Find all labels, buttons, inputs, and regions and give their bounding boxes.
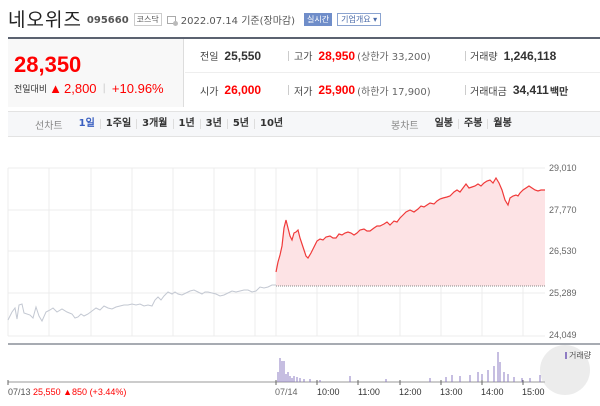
line-chart-label: 선차트 bbox=[35, 120, 63, 132]
info-row: 전일 25,550 고가 28,950 (상한가 33,200) 거래량 1,2… bbox=[185, 39, 600, 73]
candle-chart-group: 봉차트 일봉 주봉 월봉 bbox=[391, 117, 517, 132]
period-1y[interactable]: 1년 bbox=[172, 119, 200, 129]
period-bar: 선차트 1일 1주일 3개월 1년 3년 5년 10년 봉차트 일봉 주봉 월봉 bbox=[8, 111, 600, 137]
change-percent: +10.96% bbox=[111, 81, 164, 96]
up-arrow-icon: ▲ bbox=[49, 81, 62, 96]
volume-legend: 거래량 bbox=[565, 350, 591, 361]
x-tick: 07/14 bbox=[275, 387, 298, 397]
price-box: 28,350 전일대비 ▲ 2,800 | +10.96% bbox=[8, 39, 184, 107]
open-price: 시가 26,000 bbox=[200, 83, 262, 98]
volume-swatch-icon bbox=[565, 352, 567, 359]
prev-close: 전일 25,550 bbox=[200, 48, 262, 64]
x-tick: 14:00 bbox=[481, 387, 504, 397]
candle-weekly[interactable]: 주봉 bbox=[458, 119, 487, 129]
divider bbox=[465, 85, 466, 95]
price-chart[interactable] bbox=[0, 140, 600, 406]
change-row: 전일대비 ▲ 2,800 | +10.96% bbox=[14, 81, 164, 96]
divider bbox=[465, 50, 466, 61]
low-price: 저가 25,900 (하한가 17,900) bbox=[294, 83, 431, 98]
realtime-button[interactable]: 실시간 bbox=[304, 13, 333, 26]
calendar-clock-icon bbox=[166, 16, 178, 26]
current-price: 28,350 bbox=[14, 52, 82, 77]
company-info-dropdown[interactable]: 기업개요 ▾ bbox=[337, 13, 382, 26]
info-grid: 전일 25,550 고가 28,950 (상한가 33,200) 거래량 1,2… bbox=[185, 39, 600, 107]
period-3y[interactable]: 3년 bbox=[199, 119, 227, 129]
candle-chart-label: 봉차트 bbox=[391, 120, 419, 132]
x-tick: 11:00 bbox=[358, 387, 380, 397]
x-tick: 13:00 bbox=[440, 387, 463, 397]
x-tick: 10:00 bbox=[317, 387, 340, 397]
stock-name: 네오위즈 bbox=[8, 8, 82, 31]
up-arrow-icon: ▲ bbox=[63, 387, 73, 397]
y-tick: 29,010 bbox=[549, 163, 577, 173]
divider bbox=[288, 50, 289, 61]
high-price: 고가 28,950 (상한가 33,200) bbox=[294, 48, 431, 64]
y-tick: 24,049 bbox=[549, 330, 577, 340]
trade-amount: 거래대금 34,411 백만 bbox=[470, 83, 569, 98]
change-label: 전일대비 bbox=[14, 85, 48, 95]
divider: | bbox=[102, 83, 106, 94]
volume: 거래량 1,246,118 bbox=[470, 48, 557, 64]
stock-code: 095660 bbox=[86, 14, 129, 26]
candle-monthly[interactable]: 월봉 bbox=[487, 119, 516, 129]
y-tick: 26,530 bbox=[549, 246, 577, 256]
info-row: 시가 26,000 저가 25,900 (하한가 17,900) 거래대금 34… bbox=[185, 73, 600, 107]
y-tick: 25,289 bbox=[549, 288, 577, 298]
period-10y[interactable]: 10년 bbox=[254, 119, 288, 129]
prev-day-info: 07/13 25,550 ▲850 (+3.44%) bbox=[8, 387, 127, 397]
period-5y[interactable]: 5년 bbox=[226, 119, 254, 129]
x-tick: 15:00 bbox=[522, 387, 545, 397]
market-badge: 코스닥 bbox=[133, 13, 162, 26]
period-1d[interactable]: 1일 bbox=[78, 118, 95, 129]
date-text: 2022.07.14 기준(장마감) bbox=[180, 16, 296, 27]
title-bar: 네오위즈 095660 코스닥 2022.07.14 기준(장마감) 실시간 기… bbox=[8, 6, 382, 31]
header-divider bbox=[8, 37, 600, 39]
divider bbox=[288, 85, 289, 95]
period-3m[interactable]: 3개월 bbox=[136, 119, 172, 129]
change-value: 2,800 bbox=[64, 81, 97, 96]
period-1w[interactable]: 1주일 bbox=[99, 119, 136, 129]
candle-daily[interactable]: 일봉 bbox=[434, 118, 454, 129]
y-tick: 27,770 bbox=[549, 205, 577, 215]
x-tick: 12:00 bbox=[399, 387, 422, 397]
